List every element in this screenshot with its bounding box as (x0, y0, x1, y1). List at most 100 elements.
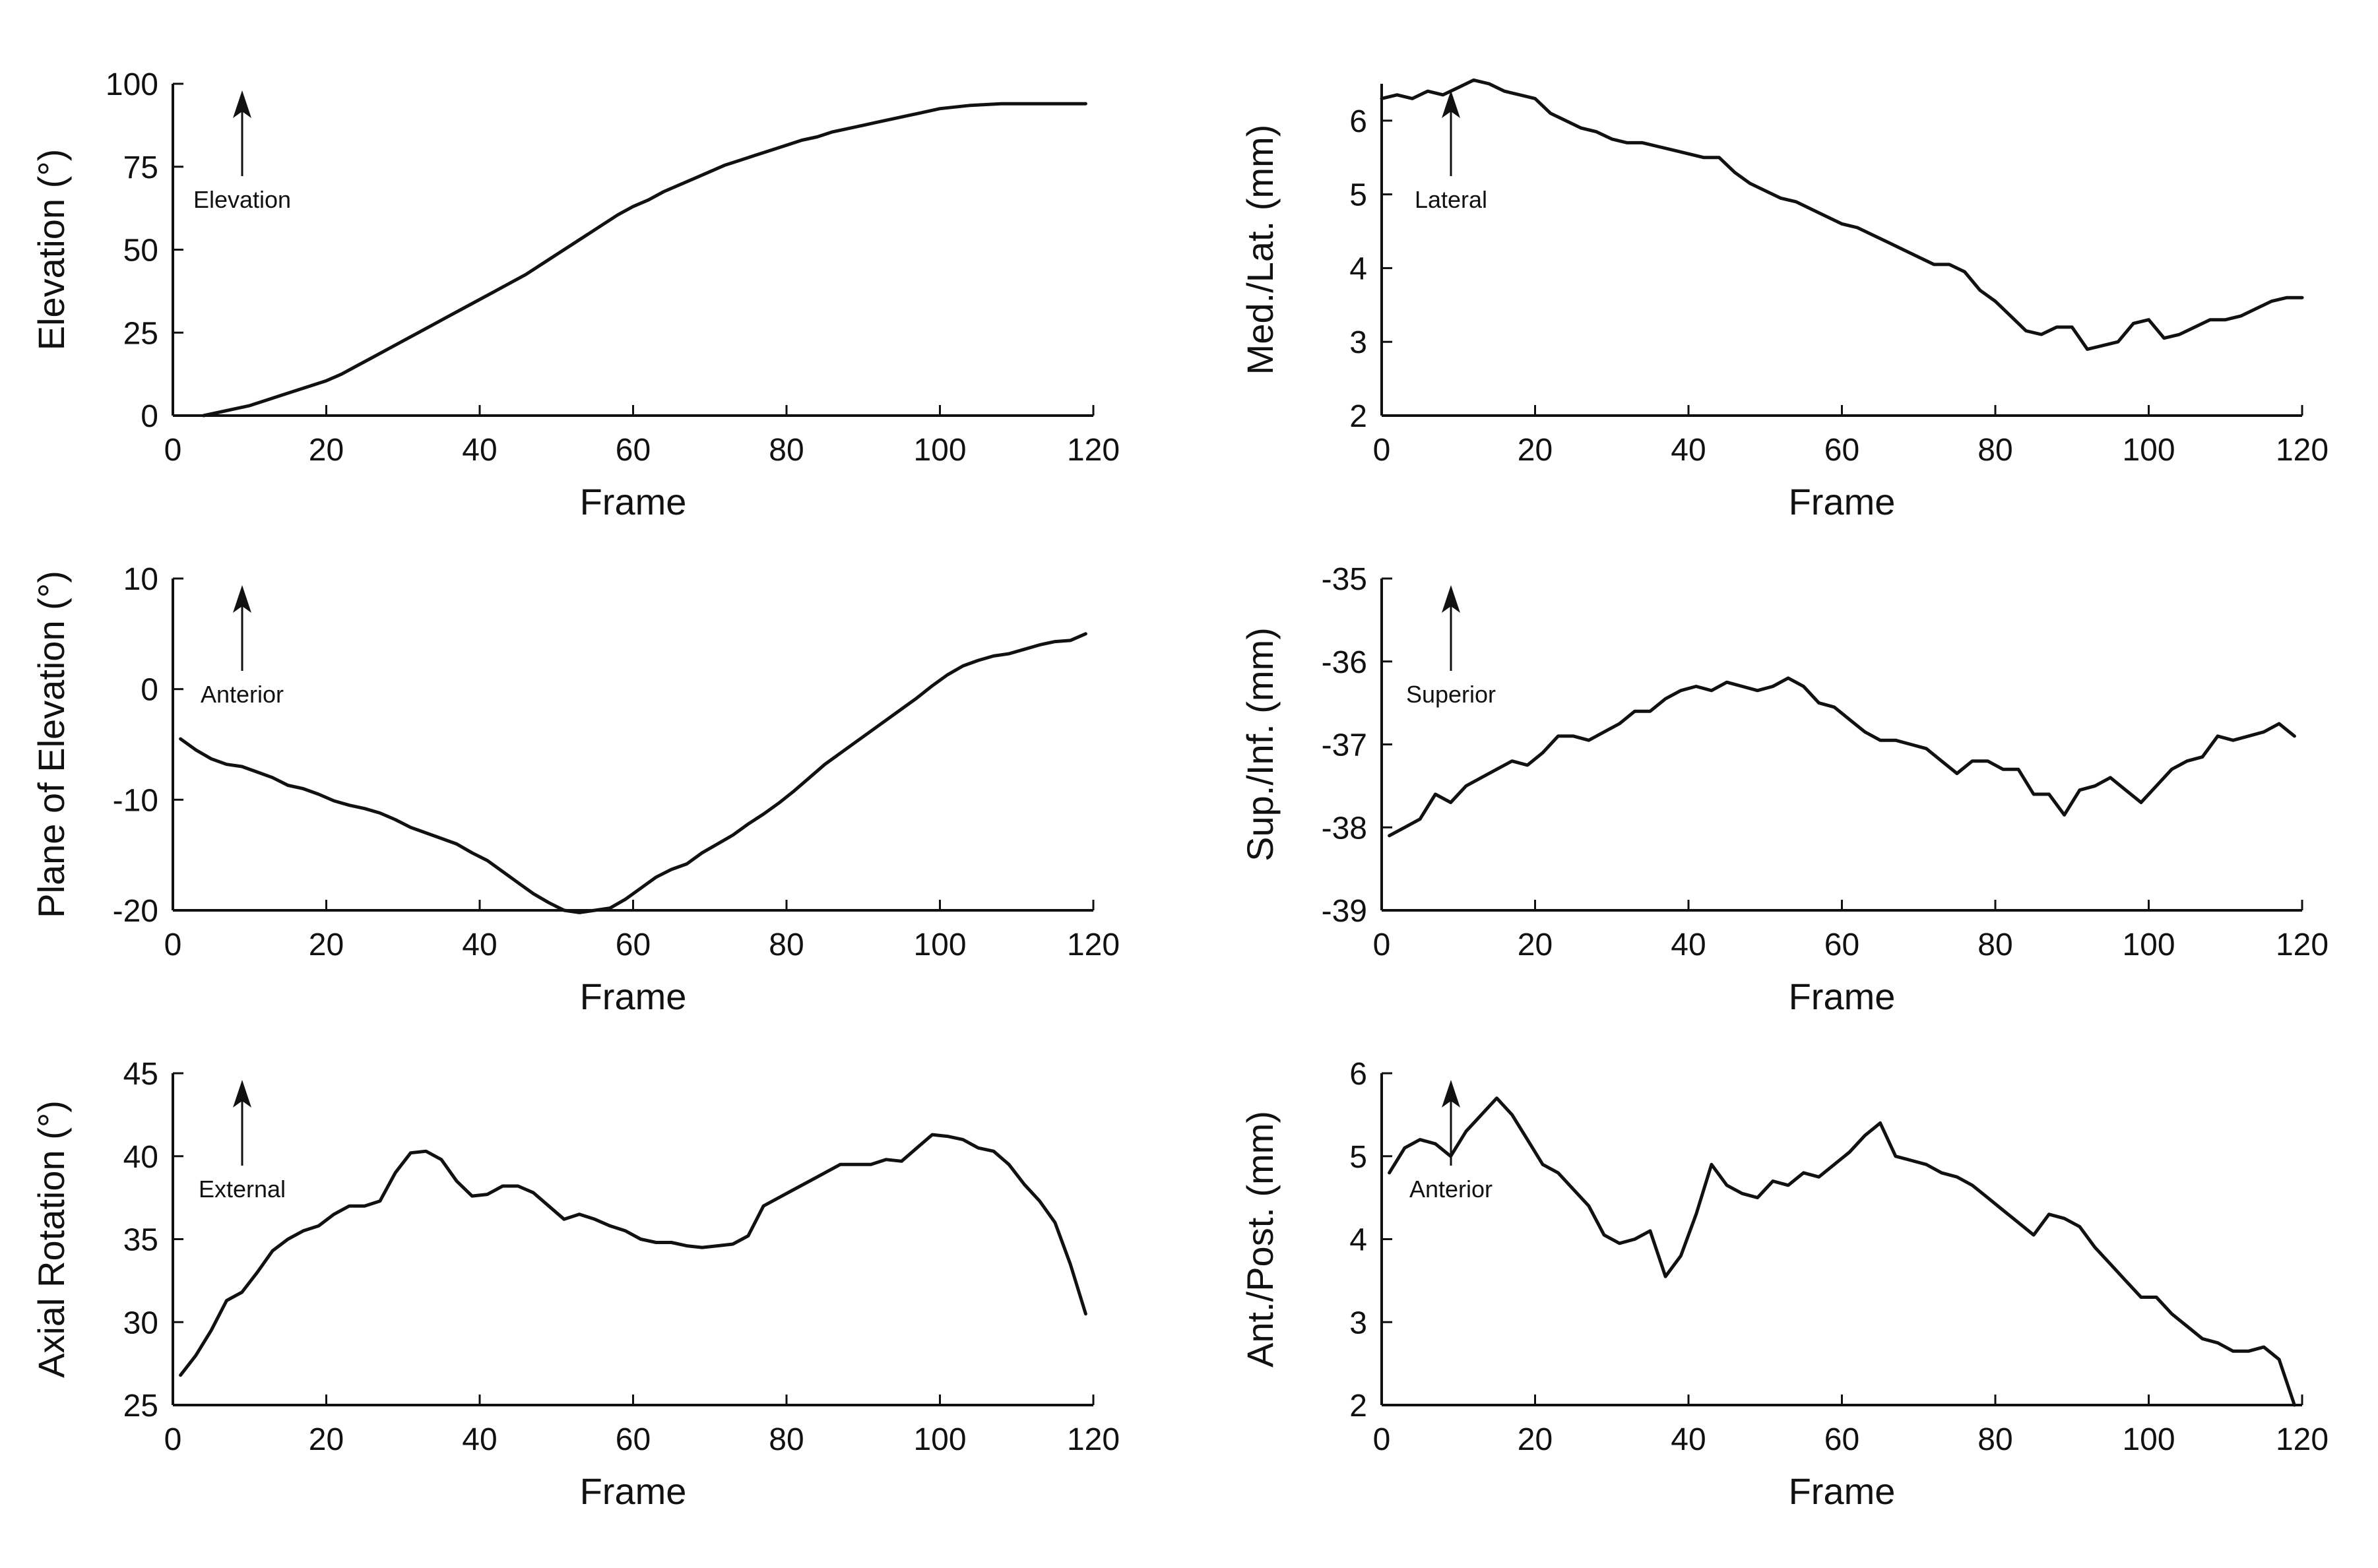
panel-1: 0 20 40 60 80 100 120 0 25 50 75 100 Frame Elevation … (30, 67, 1120, 522)
y-tick-label: 4 (1349, 1223, 1367, 1258)
y-tick-label: -10 (113, 783, 158, 818)
x-tick-label: 60 (616, 927, 651, 962)
y-tick-label: 75 (123, 150, 158, 185)
y-axis-title: Plane of Elevation (°) (30, 571, 72, 918)
y-tick-label: -20 (113, 894, 158, 929)
x-tick-label: 120 (1067, 927, 1120, 962)
x-tick-label: 20 (309, 433, 344, 468)
annotation-arrow-head (233, 90, 251, 118)
annotation-label: Anterior (201, 681, 284, 708)
annotation-label: Superior (1406, 681, 1496, 708)
y-tick-label: 5 (1349, 178, 1367, 213)
x-tick-label: 40 (1671, 1422, 1706, 1457)
panel-2: 0 20 40 60 80 100 120 2 3 4 5 6 Frame Med./Lat. (mm) L… (1239, 78, 2329, 522)
annotation-arrow-head (1442, 585, 1460, 613)
x-tick-label: 100 (913, 1422, 966, 1457)
y-tick-label: -35 (1322, 562, 1367, 597)
panel-3: 0 20 40 60 80 100 120 -20 -10 0 10 Frame Plane of El… (30, 562, 1120, 1017)
x-tick-label: 120 (2276, 927, 2329, 962)
x-tick-label: 100 (2122, 927, 2175, 962)
x-tick-label: 80 (1977, 927, 2012, 962)
x-axis-title: Frame (580, 976, 687, 1017)
series-line (1388, 676, 2296, 838)
series-line (179, 1133, 1087, 1377)
x-tick-label: 120 (2276, 1422, 2329, 1457)
x-tick-label: 40 (462, 433, 497, 468)
annotation-arrow-head (233, 1080, 251, 1108)
x-axis-title: Frame (580, 481, 687, 522)
x-axis-title: Frame (580, 1470, 687, 1512)
x-tick-label: 0 (164, 433, 182, 468)
x-tick-label: 80 (769, 927, 804, 962)
y-tick-label: 40 (123, 1140, 158, 1175)
annotation-arrow-head (1442, 1080, 1460, 1108)
series-line (179, 632, 1087, 914)
y-tick-label: 5 (1349, 1140, 1367, 1175)
y-tick-label: 30 (123, 1305, 158, 1340)
y-tick-label: 6 (1349, 1057, 1367, 1092)
x-tick-label: 60 (616, 1422, 651, 1457)
y-tick-label: -39 (1322, 894, 1367, 929)
series-line (1380, 78, 2304, 351)
y-tick-label: 0 (141, 673, 158, 708)
y-tick-label: 3 (1349, 325, 1367, 360)
x-axis-title: Frame (1789, 1470, 1896, 1512)
x-tick-label: 80 (769, 1422, 804, 1457)
panel-5: 0 20 40 60 80 100 120 25 30 35 40 45 Frame Axial Rota… (30, 1057, 1120, 1512)
y-tick-label: 100 (106, 67, 158, 102)
x-tick-label: 80 (1977, 433, 2012, 468)
x-tick-label: 80 (1977, 1422, 2012, 1457)
x-tick-label: 120 (2276, 433, 2329, 468)
annotation-label: Anterior (1409, 1176, 1493, 1203)
annotation-arrow-head (233, 585, 251, 613)
y-tick-label: -38 (1322, 811, 1367, 846)
x-tick-label: 80 (769, 433, 804, 468)
y-axis-title: Med./Lat. (mm) (1239, 125, 1281, 375)
x-tick-label: 100 (2122, 1422, 2175, 1457)
series-line (1388, 1096, 2296, 1407)
x-tick-label: 20 (1518, 1422, 1553, 1457)
x-tick-label: 40 (1671, 927, 1706, 962)
x-axis-title: Frame (1789, 481, 1896, 522)
x-tick-label: 40 (1671, 433, 1706, 468)
x-tick-label: 0 (1373, 1422, 1391, 1457)
x-tick-label: 0 (1373, 433, 1391, 468)
x-tick-label: 60 (616, 433, 651, 468)
x-tick-label: 40 (462, 927, 497, 962)
x-tick-label: 60 (1824, 433, 1859, 468)
y-axis-title: Axial Rotation (°) (30, 1100, 72, 1378)
x-tick-label: 100 (2122, 433, 2175, 468)
x-tick-label: 120 (1067, 433, 1120, 468)
x-tick-label: 0 (164, 927, 182, 962)
y-tick-label: 25 (123, 1389, 158, 1424)
annotation-label: Elevation (193, 186, 291, 213)
y-tick-label: 45 (123, 1057, 158, 1092)
series-line (202, 102, 1087, 418)
x-tick-label: 60 (1824, 1422, 1859, 1457)
y-tick-label: -36 (1322, 645, 1367, 680)
x-tick-label: 0 (1373, 927, 1391, 962)
y-tick-label: 4 (1349, 251, 1367, 286)
y-tick-label: 35 (123, 1223, 158, 1258)
x-tick-label: 20 (309, 927, 344, 962)
x-tick-label: 100 (913, 927, 966, 962)
x-tick-label: 20 (309, 1422, 344, 1457)
x-axis-title: Frame (1789, 976, 1896, 1017)
annotation-label: External (199, 1176, 286, 1203)
y-tick-label: 2 (1349, 399, 1367, 434)
y-tick-label: 50 (123, 234, 158, 268)
y-tick-label: 6 (1349, 104, 1367, 139)
x-tick-label: 0 (164, 1422, 182, 1457)
y-tick-label: 3 (1349, 1305, 1367, 1340)
y-axis-title: Ant./Post. (mm) (1239, 1111, 1281, 1367)
panel-6: 0 20 40 60 80 100 120 2 3 4 5 6 Frame Ant./Post. (mm)… (1239, 1057, 2329, 1512)
annotation-arrow-head (1442, 90, 1460, 118)
y-tick-label: 25 (123, 316, 158, 351)
x-tick-label: 120 (1067, 1422, 1120, 1457)
x-tick-label: 40 (462, 1422, 497, 1457)
annotation-label: Lateral (1415, 186, 1487, 213)
y-tick-label: 0 (141, 399, 158, 434)
y-tick-label: -37 (1322, 728, 1367, 763)
